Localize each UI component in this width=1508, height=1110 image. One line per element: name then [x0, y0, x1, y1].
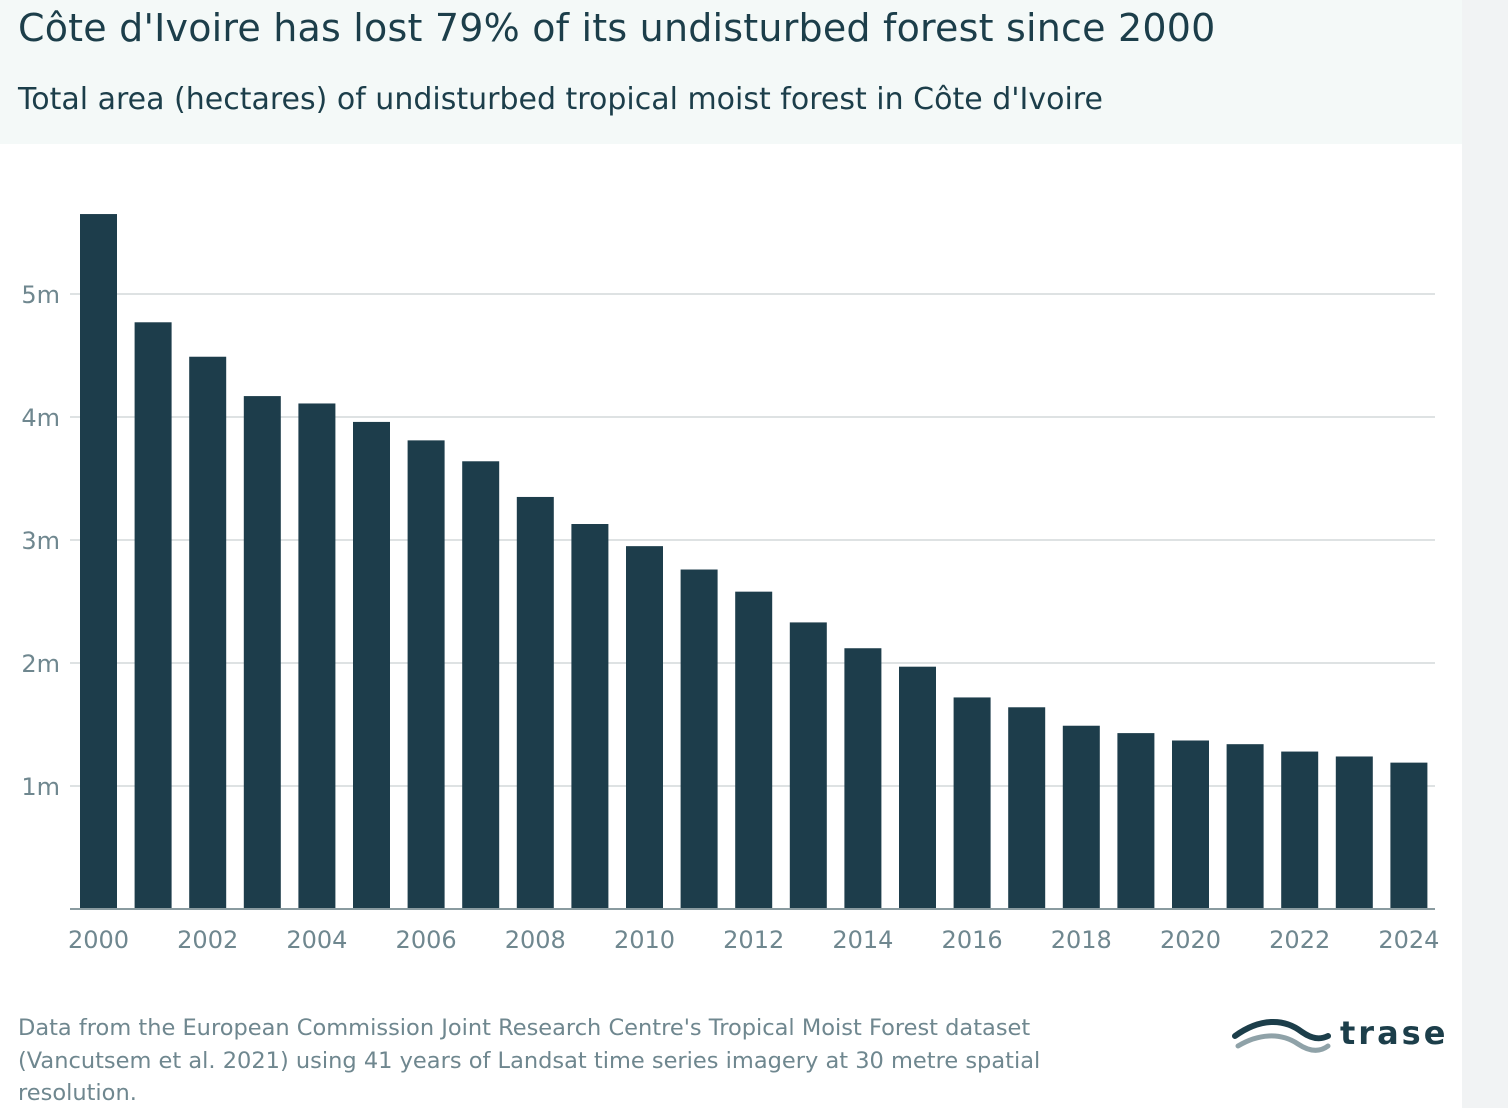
y-tick-label: 3m [21, 527, 60, 555]
bar-2000 [80, 214, 117, 910]
bar-2002 [189, 356, 227, 909]
bars [80, 214, 1428, 910]
x-tick-label: 2010 [614, 926, 675, 954]
y-tick-labels: 1m 2m 3m 4m 5m [21, 281, 60, 801]
x-tick-label: 2018 [1051, 926, 1112, 954]
x-tick-label: 2004 [286, 926, 347, 954]
bar-2001 [134, 322, 172, 909]
bar-2021 [1226, 744, 1264, 909]
right-margin-strip [1462, 0, 1508, 1108]
bar-2012 [735, 591, 773, 909]
bar-2011 [680, 569, 718, 909]
header-band [0, 0, 1462, 144]
chart-title: Côte d'Ivoire has lost 79% of its undist… [18, 6, 1216, 50]
x-tick-label: 2012 [723, 926, 784, 954]
x-tick-label: 2016 [942, 926, 1003, 954]
x-tick-label: 2024 [1378, 926, 1439, 954]
bar-2015 [899, 666, 936, 909]
bar-2020 [1172, 740, 1209, 909]
bar-2008 [516, 496, 554, 909]
x-tick-label: 2014 [832, 926, 893, 954]
x-tick-label: 2006 [396, 926, 457, 954]
y-tick-label: 1m [21, 773, 60, 801]
trase-wave-icon [1232, 1018, 1331, 1053]
x-tick-label: 2002 [177, 926, 238, 954]
bar-2019 [1117, 733, 1155, 909]
bar-2007 [462, 461, 500, 909]
bar-2023 [1335, 756, 1373, 909]
chart-subtitle: Total area (hectares) of undisturbed tro… [18, 82, 1103, 117]
bar-2014 [844, 648, 882, 909]
bar-2017 [1008, 707, 1046, 909]
bar-2016 [953, 697, 991, 909]
x-tick-label: 2008 [505, 926, 566, 954]
x-tick-label: 2022 [1269, 926, 1330, 954]
bar-2003 [243, 396, 281, 910]
y-tick-label: 5m [21, 281, 60, 309]
bar-2022 [1281, 751, 1319, 909]
logo-wordmark: trase [1340, 1014, 1449, 1052]
bar-2009 [571, 524, 609, 909]
bar-2013 [789, 622, 827, 909]
bar-2010 [626, 546, 663, 909]
x-tick-label: 2020 [1160, 926, 1221, 954]
bar-2024 [1390, 762, 1428, 909]
trase-logo[interactable]: trase [1232, 1012, 1447, 1060]
y-tick-label: 4m [21, 404, 60, 432]
x-tick-label: 2000 [68, 926, 129, 954]
x-tick-labels: 2000 2002 2004 2006 2008 2010 2012 2014 2016 2018… [68, 926, 1439, 954]
y-tick-label: 2m [21, 650, 60, 678]
bar-2005 [353, 421, 390, 909]
source-note: Data from the European Commission Joint … [18, 1015, 1041, 1106]
bar-2006 [407, 440, 445, 909]
bar-2018 [1062, 725, 1100, 909]
bar-2004 [298, 403, 336, 909]
